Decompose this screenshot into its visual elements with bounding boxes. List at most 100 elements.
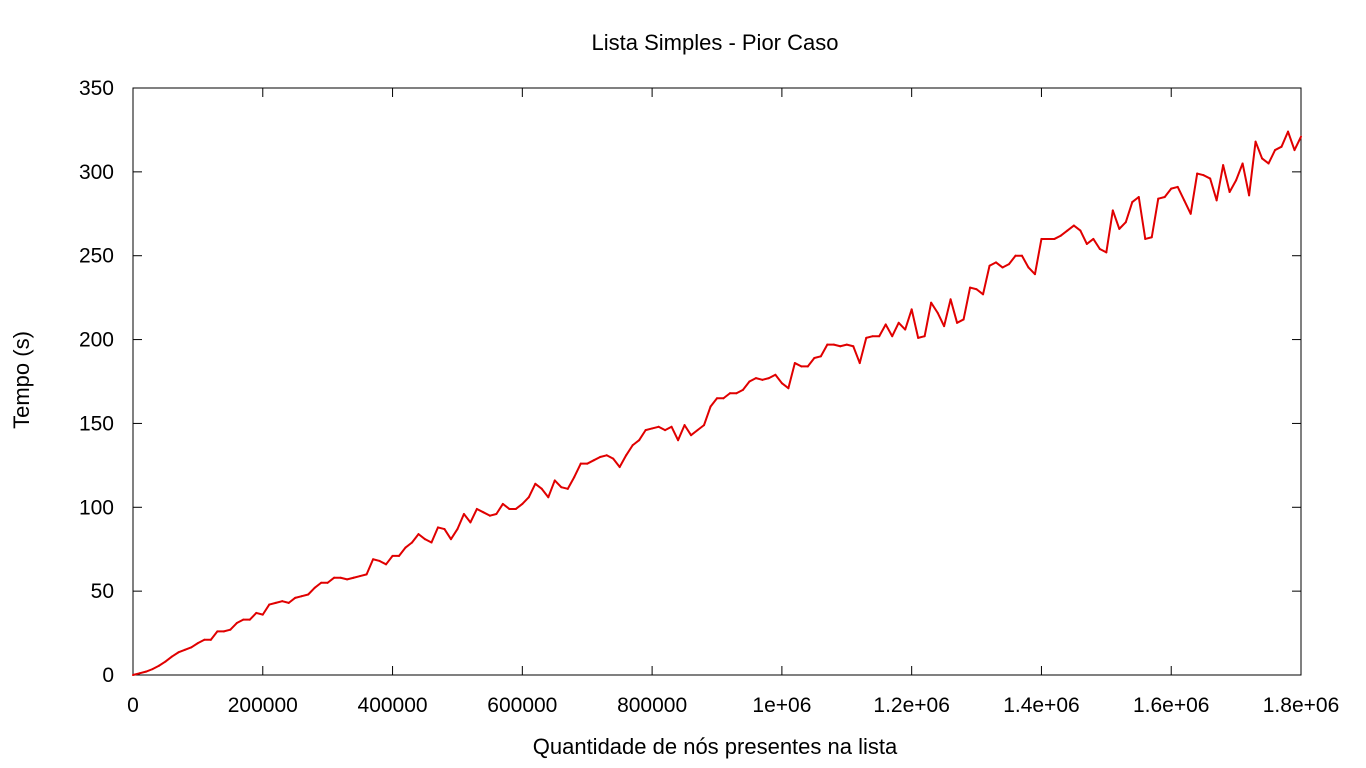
line-segment <box>398 546 407 557</box>
line-segment <box>793 362 803 368</box>
line-segment <box>359 573 368 578</box>
line-segment <box>625 444 634 457</box>
y-tick-label: 50 <box>91 580 114 603</box>
line-segment <box>930 301 939 314</box>
line-segment <box>988 261 998 267</box>
line-segment <box>1124 201 1134 224</box>
line-segment <box>1008 254 1017 266</box>
line-segment <box>982 264 991 296</box>
line-segment <box>177 648 186 654</box>
line-segment <box>612 457 621 469</box>
line-segment <box>385 554 394 566</box>
x-tick-label: 200000 <box>228 694 298 717</box>
line-segment <box>904 308 913 331</box>
line-segment <box>430 526 439 544</box>
line-segment <box>923 301 933 338</box>
line-segment <box>514 502 524 510</box>
line-segment <box>683 424 693 437</box>
line-segment <box>274 600 284 604</box>
line-segment <box>469 507 478 524</box>
x-tick-label: 1.6e+06 <box>1133 694 1210 717</box>
line-segment <box>1105 209 1114 254</box>
line-segment <box>787 362 796 390</box>
line-segment <box>845 343 855 348</box>
line-segment <box>1092 237 1101 251</box>
line-segment <box>858 336 868 365</box>
series-layer <box>132 130 1302 676</box>
y-tick-label: 250 <box>79 245 114 268</box>
line-segment <box>690 429 699 437</box>
line-segment <box>300 593 310 598</box>
line-segment <box>255 611 264 616</box>
line-segment <box>495 502 504 515</box>
line-segment <box>748 377 757 383</box>
line-segment <box>1066 224 1075 232</box>
line-segment <box>1209 177 1218 202</box>
line-segment <box>521 496 530 505</box>
line-segment <box>378 559 388 566</box>
line-segment <box>1137 196 1147 240</box>
line-segment <box>1235 162 1244 182</box>
line-segment <box>1085 237 1095 245</box>
line-segment <box>1267 149 1277 165</box>
line-segment <box>722 392 731 400</box>
line-segment <box>365 558 375 576</box>
line-segment <box>644 427 654 432</box>
line-segment <box>501 502 511 510</box>
line-segment <box>566 476 576 490</box>
line-segment <box>774 373 783 385</box>
line-segment <box>560 486 569 490</box>
line-segment <box>1020 254 1030 269</box>
line-segment <box>456 512 465 531</box>
line-segment <box>1215 164 1225 202</box>
y-axis-title: Tempo (s) <box>9 331 34 429</box>
line-segment <box>573 462 582 479</box>
line-segment <box>754 377 764 381</box>
line-segment <box>1196 172 1205 177</box>
line-segment <box>436 526 446 531</box>
line-segment <box>651 425 660 430</box>
line-segment <box>884 323 894 338</box>
line-segment <box>949 298 959 324</box>
line-segment <box>1098 248 1108 254</box>
line-segment <box>975 288 985 296</box>
line-segment <box>144 668 154 673</box>
line-segment <box>268 601 277 606</box>
line-segment <box>248 611 258 621</box>
y-tick-label: 0 <box>102 664 114 687</box>
line-segment <box>1202 174 1212 180</box>
line-segment <box>1222 164 1231 193</box>
line-segment <box>664 425 673 432</box>
line-segment <box>138 670 147 675</box>
line-segment <box>534 482 543 490</box>
y-tick-label: 350 <box>79 77 114 100</box>
line-segment <box>346 576 355 581</box>
line-segment <box>1261 157 1270 165</box>
line-segment <box>761 377 770 381</box>
line-segment <box>832 343 842 348</box>
line-segment <box>190 642 199 649</box>
y-tick-label: 200 <box>79 329 114 352</box>
x-tick-label: 800000 <box>617 694 687 717</box>
chart-title: Lista Simples - Pior Caso <box>592 30 839 55</box>
y-tick-label: 150 <box>79 412 114 435</box>
line-segment <box>1228 179 1238 193</box>
line-segment <box>1183 199 1192 215</box>
line-segment <box>183 646 193 651</box>
line-segment <box>209 630 219 641</box>
line-segment <box>735 388 744 395</box>
line-segment <box>891 321 900 338</box>
line-segment <box>1001 263 1010 269</box>
line-segment <box>1072 224 1082 232</box>
line-segment <box>372 558 381 562</box>
line-segment <box>819 343 829 358</box>
line-segment <box>1131 196 1140 204</box>
line-segment <box>1157 196 1166 200</box>
line-segment <box>962 286 972 321</box>
line-segment <box>1163 187 1173 199</box>
line-segment <box>618 454 628 469</box>
line-segment <box>813 355 822 360</box>
line-segment <box>164 655 173 663</box>
line-segment <box>910 308 920 339</box>
